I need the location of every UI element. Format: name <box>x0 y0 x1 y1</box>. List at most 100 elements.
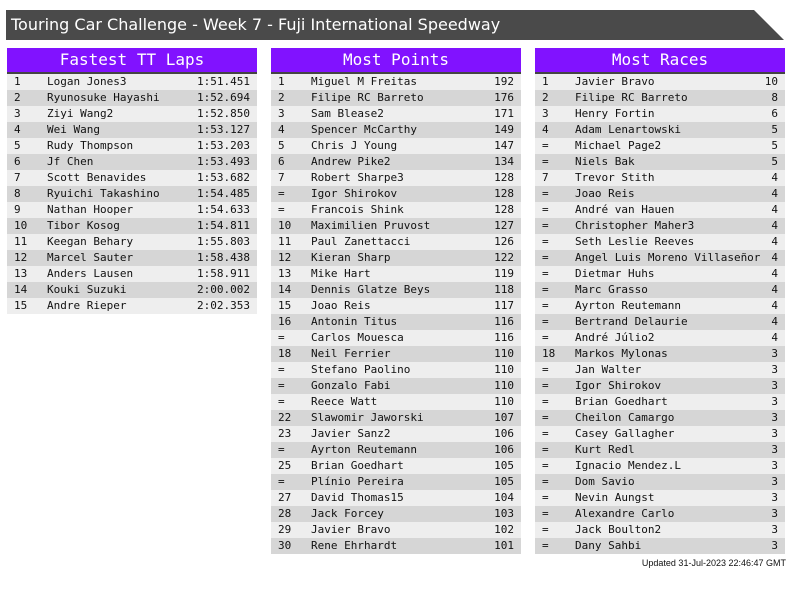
rank: 7 <box>542 171 549 184</box>
driver-name: Javier Bravo <box>575 75 655 88</box>
value: 3 <box>771 411 778 424</box>
value: 3 <box>771 363 778 376</box>
leaderboard-rows: 1 Miguel M Freitas 192 2 Filipe RC Barreto 17… <box>271 74 521 554</box>
value: 117 <box>494 299 514 312</box>
rank: 7 <box>14 171 21 184</box>
table-row: = Dany Sahbi 3 <box>535 538 785 554</box>
rank: = <box>542 251 549 264</box>
table-row: = Bertrand Delaurie 4 <box>535 314 785 330</box>
rank: 4 <box>14 123 21 136</box>
updated-timestamp: Updated 31-Jul-2023 22:46:47 GMT <box>641 558 786 568</box>
rank: 28 <box>278 507 292 520</box>
driver-name: Ryunosuke Hayashi <box>47 91 160 104</box>
driver-name: Michael Page2 <box>575 139 662 152</box>
value: 4 <box>771 203 778 216</box>
value: 126 <box>494 235 514 248</box>
driver-name: Andrew Pike2 <box>311 155 391 168</box>
table-row: 13 Anders Lausen 1:58.911 <box>7 266 257 282</box>
table-row: 15 Andre Rieper 2:02.353 <box>7 298 257 314</box>
value: 118 <box>494 283 514 296</box>
table-row: 6 Andrew Pike2 134 <box>271 154 521 170</box>
panel-fastest-tt-laps: Fastest TT Laps 1 Logan Jones3 1:51.451 2 Ry… <box>7 48 257 314</box>
table-row: 29 Javier Bravo 102 <box>271 522 521 538</box>
rank: 10 <box>278 219 292 232</box>
value: 106 <box>494 427 514 440</box>
rank: 10 <box>14 219 28 232</box>
value: 128 <box>494 171 514 184</box>
value: 102 <box>494 523 514 536</box>
driver-name: Javier Bravo <box>311 523 391 536</box>
table-row: 30 Rene Ehrhardt 101 <box>271 538 521 554</box>
value: 2:02.353 <box>197 299 250 312</box>
value: 105 <box>494 475 514 488</box>
rank: 3 <box>278 107 285 120</box>
value: 1:55.803 <box>197 235 250 248</box>
table-row: 1 Miguel M Freitas 192 <box>271 74 521 90</box>
rank: 14 <box>14 283 28 296</box>
driver-name: Mike Hart <box>311 267 371 280</box>
driver-name: Igor Shirokov <box>575 379 662 392</box>
driver-name: Francois Shink <box>311 203 404 216</box>
table-row: = Casey Gallagher 3 <box>535 426 785 442</box>
rank: = <box>542 315 549 328</box>
driver-name: Logan Jones3 <box>47 75 127 88</box>
driver-name: Wei Wang <box>47 123 100 136</box>
value: 1:53.493 <box>197 155 250 168</box>
table-row: = Michael Page2 5 <box>535 138 785 154</box>
rank: 18 <box>542 347 556 360</box>
driver-name: Dietmar Huhs <box>575 267 655 280</box>
value: 1:54.811 <box>197 219 250 232</box>
rank: 6 <box>14 155 21 168</box>
value: 149 <box>494 123 514 136</box>
rank: = <box>278 475 285 488</box>
value: 4 <box>771 315 778 328</box>
table-row: = Jan Walter 3 <box>535 362 785 378</box>
driver-name: Anders Lausen <box>47 267 134 280</box>
driver-name: Ayrton Reutemann <box>575 299 681 312</box>
table-row: = Dom Savio 3 <box>535 474 785 490</box>
table-row: 4 Wei Wang 1:53.127 <box>7 122 257 138</box>
table-row: = Jack Boulton2 3 <box>535 522 785 538</box>
rank: 2 <box>14 91 21 104</box>
page-title: Touring Car Challenge - Week 7 - Fuji In… <box>11 15 501 34</box>
table-row: = Angel Luis Moreno Villaseñor 4 <box>535 250 785 266</box>
value: 3 <box>771 395 778 408</box>
driver-name: Henry Fortin <box>575 107 655 120</box>
rank: 8 <box>14 187 21 200</box>
value: 1:58.911 <box>197 267 250 280</box>
rank: = <box>542 427 549 440</box>
rank: = <box>542 363 549 376</box>
table-row: 1 Javier Bravo 10 <box>535 74 785 90</box>
value: 8 <box>771 91 778 104</box>
value: 103 <box>494 507 514 520</box>
value: 106 <box>494 443 514 456</box>
value: 6 <box>771 107 778 120</box>
driver-name: Chris J Young <box>311 139 398 152</box>
rank: = <box>278 395 285 408</box>
table-row: 23 Javier Sanz2 106 <box>271 426 521 442</box>
rank: 7 <box>278 171 285 184</box>
value: 116 <box>494 315 514 328</box>
driver-name: Keegan Behary <box>47 235 134 248</box>
rank: = <box>542 491 549 504</box>
driver-name: Alexandre Carlo <box>575 507 675 520</box>
value: 3 <box>771 427 778 440</box>
table-row: 4 Adam Lenartowski 5 <box>535 122 785 138</box>
value: 3 <box>771 523 778 536</box>
value: 147 <box>494 139 514 152</box>
value: 1:53.127 <box>197 123 250 136</box>
rank: 3 <box>542 107 549 120</box>
value: 4 <box>771 187 778 200</box>
driver-name: Rudy Thompson <box>47 139 134 152</box>
rank: = <box>542 379 549 392</box>
rank: = <box>542 395 549 408</box>
rank: 1 <box>278 75 285 88</box>
rank: 12 <box>278 251 292 264</box>
panel-most-races: Most Races 1 Javier Bravo 10 2 Filipe RC Bar… <box>535 48 785 554</box>
table-row: 3 Henry Fortin 6 <box>535 106 785 122</box>
rank: = <box>278 363 285 376</box>
driver-name: Casey Gallagher <box>575 427 675 440</box>
rank: = <box>278 203 285 216</box>
panel-heading: Fastest TT Laps <box>7 48 257 74</box>
driver-name: David Thomas15 <box>311 491 404 504</box>
